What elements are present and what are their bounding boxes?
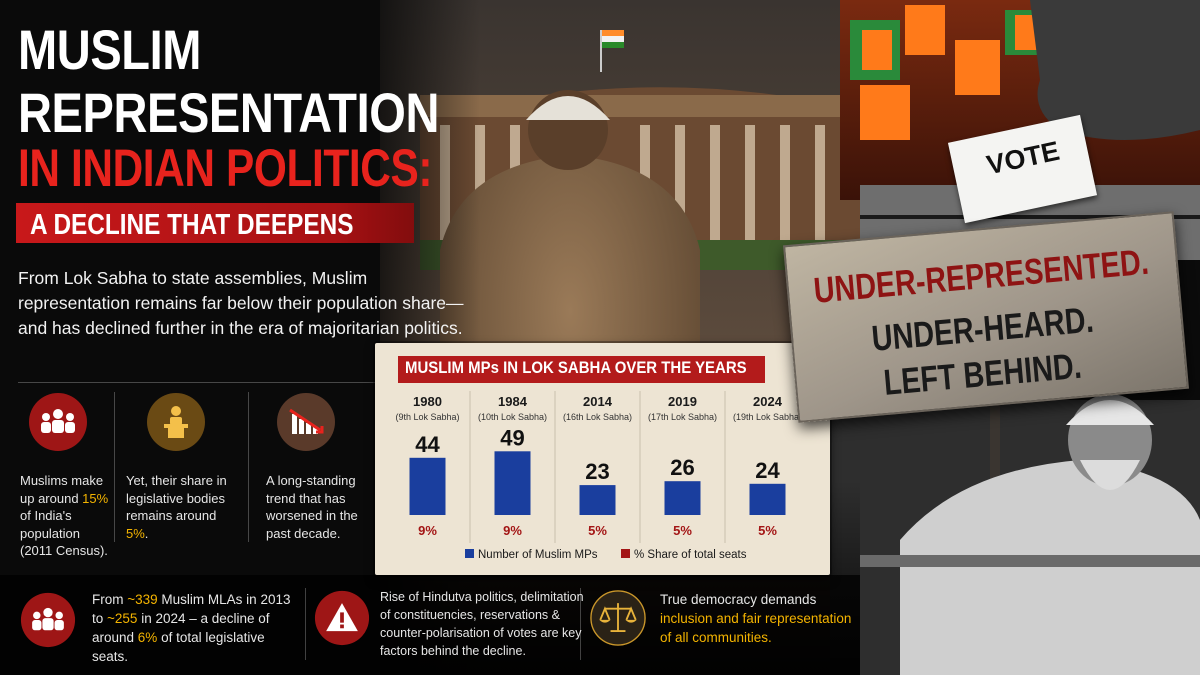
share-label: 5%	[588, 523, 607, 538]
people-group-icon	[20, 592, 76, 648]
divider	[305, 588, 306, 660]
bar	[749, 483, 786, 515]
legend-swatch-share	[621, 549, 630, 558]
scales-of-justice-icon	[590, 590, 646, 646]
year-label: 2019	[668, 394, 697, 409]
headline-line-2: REPRESENTATION	[18, 81, 439, 144]
year-label: 1984	[498, 394, 528, 409]
lok-sabha-label: (17th Lok Sabha)	[648, 412, 717, 422]
divider	[114, 392, 115, 542]
share-label: 5%	[673, 523, 692, 538]
mla-decline-text: From ~339 Muslim MLAs in 2013 to ~255 in…	[92, 592, 291, 664]
subtitle-banner	[16, 203, 414, 243]
podium-speaker-icon	[147, 393, 205, 451]
chart-title: MUSLIM MPs IN LOK SABHA OVER THE YEARS	[405, 358, 747, 377]
year-label: 2014	[583, 394, 613, 409]
lok-sabha-label: (9th Lok Sabha)	[395, 412, 459, 422]
bar-value-label: 24	[755, 458, 780, 483]
headline-line-1: MUSLIM	[18, 18, 202, 81]
year-label: 1980	[413, 394, 442, 409]
share-label: 9%	[503, 523, 522, 538]
bar-value-label: 26	[670, 455, 694, 480]
intro-paragraph: From Lok Sabha to state assemblies, Musl…	[18, 268, 464, 338]
divider	[580, 588, 581, 660]
stat-population-share: Muslims make up around 15% of India's po…	[20, 473, 109, 558]
share-label: 9%	[418, 523, 437, 538]
bar	[664, 481, 701, 515]
lok-sabha-label: (16th Lok Sabha)	[563, 412, 632, 422]
divider	[248, 392, 249, 542]
bar	[579, 485, 616, 515]
legend-swatch-mps	[465, 549, 474, 558]
year-label: 2024	[753, 394, 783, 409]
bar-chart: 1980 (9th Lok Sabha) 44 9% 1984 (10th Lok Sab…	[395, 391, 802, 561]
divider	[18, 382, 378, 383]
bar	[494, 451, 531, 515]
stat-legislative-share: Yet, their share in legislative bodies r…	[126, 473, 227, 541]
legend-label-mps: Number of Muslim MPs	[478, 549, 598, 561]
warning-icon	[314, 590, 370, 646]
chart-title-bar	[398, 356, 765, 383]
headline-line-3: IN INDIAN POLITICS:	[18, 139, 433, 198]
bar-value-label: 49	[500, 425, 524, 450]
people-group-icon	[29, 393, 87, 451]
democracy-message: True democracy demands inclusion and fai…	[660, 592, 852, 645]
lok-sabha-label: (19th Lok Sabha)	[733, 412, 802, 422]
bar-value-label: 23	[585, 459, 609, 484]
decline-factors-text: Rise of Hindutva politics, delimitation …	[380, 590, 584, 658]
legend-label-share: % Share of total seats	[634, 549, 747, 561]
share-label: 5%	[758, 523, 777, 538]
bar	[409, 457, 446, 515]
subtitle: A DECLINE THAT DEEPENS	[30, 209, 354, 241]
bar-value-label: 44	[415, 432, 440, 457]
stat-trend: A long-standing trend that has worsened …	[266, 473, 358, 541]
declining-chart-icon	[277, 393, 335, 451]
lok-sabha-label: (10th Lok Sabha)	[478, 412, 547, 422]
